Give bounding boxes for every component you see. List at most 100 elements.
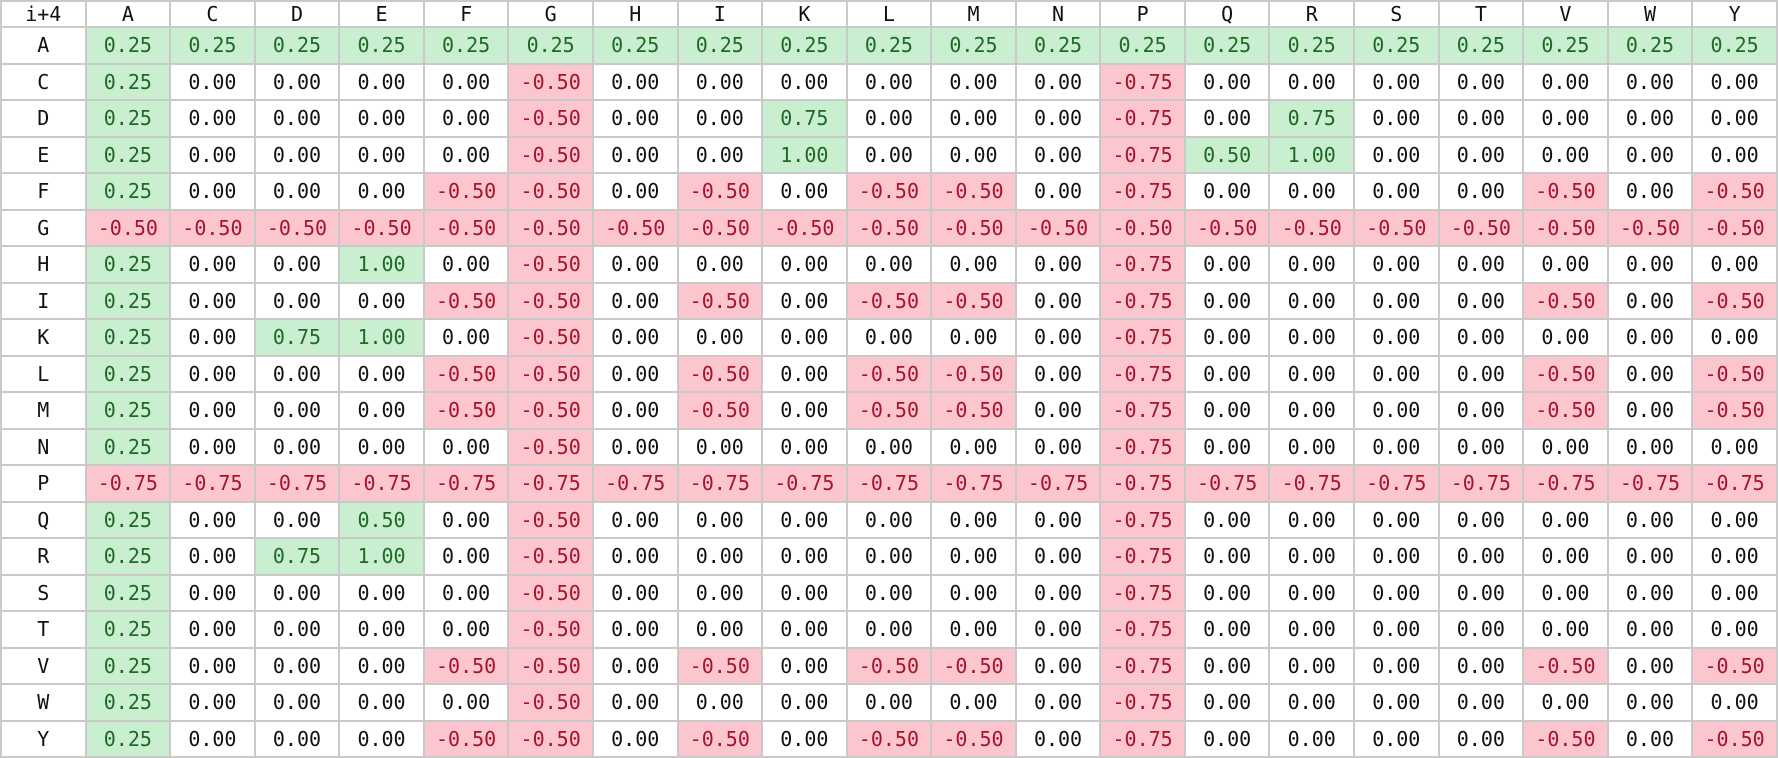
score-cell: 0.00	[1691, 318, 1778, 357]
score-cell: -0.75	[676, 464, 764, 503]
score-cell: 0.00	[845, 573, 933, 612]
score-cell: 0.00	[1606, 99, 1694, 138]
score-cell: 0.00	[253, 719, 341, 758]
score-cell: 0.00	[169, 427, 256, 466]
score-cell: 0.00	[591, 281, 679, 320]
column-header: T	[1437, 0, 1525, 28]
score-cell: 0.00	[1353, 99, 1440, 138]
score-cell: -0.50	[845, 281, 933, 320]
score-cell: 0.00	[1353, 245, 1440, 284]
table-row: I 0.25 0.00 0.00 0.00 -0.50 -0.50 0.00 -0.50 0.00…	[0, 281, 1778, 320]
score-cell: 0.00	[591, 683, 679, 722]
score-cell: 0.00	[1353, 683, 1440, 722]
score-cell: -0.75	[761, 464, 848, 503]
score-cell: 0.25	[676, 26, 764, 65]
score-cell: -0.50	[591, 208, 679, 247]
table-row: C 0.25 0.00 0.00 0.00 0.00 -0.50 0.00 0.00 0.00 0.…	[0, 62, 1778, 101]
score-cell: 1.00	[338, 245, 425, 284]
score-cell: 0.00	[1437, 318, 1525, 357]
score-cell: 0.00	[761, 610, 848, 649]
score-cell: 0.00	[1183, 683, 1271, 722]
score-cell: 0.00	[1268, 500, 1355, 539]
column-header: F	[422, 0, 510, 28]
score-cell: -0.50	[507, 354, 594, 393]
score-cell: -0.50	[338, 208, 425, 247]
score-cell: 0.25	[84, 719, 172, 758]
score-cell: -0.50	[676, 172, 764, 211]
score-cell: -0.50	[84, 208, 172, 247]
score-cell: 0.00	[1268, 281, 1355, 320]
score-cell: 0.00	[338, 354, 425, 393]
score-cell: 0.25	[84, 610, 172, 649]
score-cell: 0.00	[1183, 573, 1271, 612]
score-cell: 0.00	[169, 281, 256, 320]
score-cell: 0.00	[253, 135, 341, 174]
score-cell: 0.00	[1606, 62, 1694, 101]
score-cell: -0.50	[1522, 391, 1609, 430]
score-cell: -0.75	[1606, 464, 1694, 503]
table-row: R 0.25 0.00 0.75 1.00 0.00 -0.50 0.00 0.00 0.00 0.…	[0, 537, 1778, 576]
score-cell: 0.25	[84, 172, 172, 211]
table-row: K 0.25 0.00 0.75 1.00 0.00 -0.50 0.00 0.00 0.00 0.…	[0, 318, 1778, 357]
score-cell: 0.00	[1522, 537, 1609, 576]
score-cell: 0.00	[169, 62, 256, 101]
score-cell: 0.00	[1353, 391, 1440, 430]
score-cell: 0.25	[1691, 26, 1778, 65]
score-cell: 0.25	[84, 135, 172, 174]
column-header: R	[1268, 0, 1355, 28]
score-cell: 0.00	[761, 537, 848, 576]
score-cell: 0.25	[84, 318, 172, 357]
score-cell: 0.25	[507, 26, 594, 65]
row-header: C	[0, 62, 87, 101]
column-header: N	[1014, 0, 1102, 28]
score-cell: 0.00	[676, 427, 764, 466]
score-cell: 0.00	[930, 318, 1017, 357]
column-header: E	[338, 0, 425, 28]
score-cell: -0.50	[507, 537, 594, 576]
score-cell: -0.50	[761, 208, 848, 247]
score-cell: -0.75	[1522, 464, 1609, 503]
score-cell: 0.00	[1437, 683, 1525, 722]
score-cell: 0.00	[169, 573, 256, 612]
score-cell: 0.00	[1268, 318, 1355, 357]
score-cell: -0.50	[422, 172, 510, 211]
score-cell: -0.50	[845, 354, 933, 393]
score-cell: 0.00	[1691, 99, 1778, 138]
score-cell: -0.50	[507, 62, 594, 101]
score-cell: 0.25	[1268, 26, 1355, 65]
score-cell: 0.00	[338, 573, 425, 612]
score-cell: 0.00	[930, 62, 1017, 101]
score-cell: -0.50	[507, 281, 594, 320]
score-cell: -0.50	[1691, 391, 1778, 430]
table-row: E 0.25 0.00 0.00 0.00 0.00 -0.50 0.00 0.00 1.00 0.…	[0, 135, 1778, 174]
score-cell: -0.75	[1353, 464, 1440, 503]
score-cell: 0.00	[676, 500, 764, 539]
score-cell: 0.00	[1014, 537, 1102, 576]
score-cell: 0.00	[1353, 318, 1440, 357]
score-cell: 0.00	[930, 573, 1017, 612]
score-cell: -0.50	[1691, 172, 1778, 211]
score-cell: 0.00	[253, 610, 341, 649]
score-cell: 0.00	[1353, 427, 1440, 466]
score-cell: 0.00	[761, 391, 848, 430]
score-cell: 0.00	[761, 245, 848, 284]
score-cell: 0.25	[84, 537, 172, 576]
score-cell: 0.00	[1183, 62, 1271, 101]
score-cell: 0.00	[1183, 500, 1271, 539]
score-cell: 0.00	[1691, 135, 1778, 174]
score-cell: -0.50	[253, 208, 341, 247]
score-cell: 0.00	[338, 62, 425, 101]
score-cell: 0.00	[1353, 719, 1440, 758]
score-cell: 0.00	[338, 683, 425, 722]
score-cell: 0.00	[1268, 354, 1355, 393]
score-cell: 0.25	[1183, 26, 1271, 65]
score-cell: 1.00	[1268, 135, 1355, 174]
score-cell: 0.00	[1522, 427, 1609, 466]
score-cell: 0.00	[1606, 610, 1694, 649]
score-cell: 0.75	[761, 99, 848, 138]
score-cell: -0.75	[1183, 464, 1271, 503]
score-cell: 0.00	[1606, 318, 1694, 357]
score-cell: 0.00	[422, 135, 510, 174]
